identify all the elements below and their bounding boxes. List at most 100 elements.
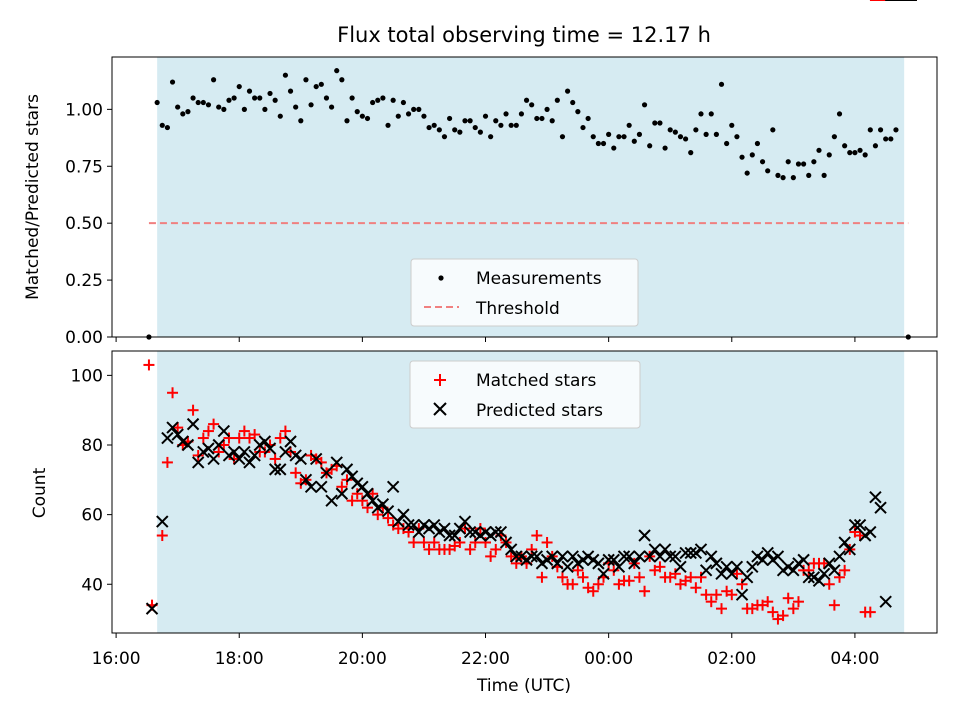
predicted-star-point bbox=[330, 456, 343, 469]
predicted-star-stroke bbox=[402, 518, 415, 532]
predicted-star-point bbox=[248, 449, 261, 462]
measurement-point bbox=[662, 145, 668, 151]
measurement-point bbox=[570, 99, 576, 106]
predicted-star-point bbox=[638, 529, 651, 542]
predicted-star-stroke bbox=[622, 550, 636, 563]
predicted-star-point bbox=[325, 494, 338, 507]
measurement-point bbox=[257, 95, 263, 101]
predicted-star-point bbox=[315, 480, 328, 493]
measurement-point bbox=[154, 99, 160, 106]
bottom-plot-frame bbox=[111, 350, 938, 634]
measurement-point bbox=[795, 161, 802, 167]
measurement-point bbox=[595, 140, 601, 147]
matched-star-point bbox=[238, 425, 250, 437]
measurement-point bbox=[631, 138, 637, 144]
matched-star-point bbox=[428, 536, 440, 548]
predicted-star-stroke bbox=[417, 518, 431, 532]
measurement-point bbox=[190, 95, 196, 101]
predicted-star-point bbox=[699, 564, 713, 577]
top-legend-box bbox=[410, 258, 639, 327]
predicted-star-point bbox=[869, 491, 882, 504]
bottom-x-ticks: 16:00 18:00 20:00 22:00 00:00 02:00 04:00 bbox=[92, 633, 879, 669]
matched-star-point bbox=[192, 449, 204, 461]
measurement-point bbox=[339, 77, 345, 83]
predicted-star-stroke bbox=[469, 525, 482, 539]
measurement-legend-label: Measurements bbox=[476, 269, 602, 289]
predicted-star-stroke bbox=[592, 557, 605, 570]
matched-star-point bbox=[777, 610, 789, 622]
measurement-point bbox=[688, 150, 694, 156]
matched-star-point bbox=[290, 467, 302, 479]
predicted-star-point bbox=[166, 421, 179, 434]
measurement-point bbox=[888, 136, 894, 142]
measurement-point bbox=[205, 102, 212, 108]
predicted-star-stroke bbox=[279, 445, 292, 459]
measurement-point bbox=[287, 88, 294, 94]
measurement-point bbox=[590, 134, 596, 140]
top-y-tick-label: 1.00 bbox=[65, 100, 103, 120]
predicted-star-point bbox=[525, 550, 538, 563]
measurement-point bbox=[421, 113, 427, 119]
predicted-star-point bbox=[823, 557, 836, 570]
bottom-y-tick-label: 60 bbox=[81, 506, 103, 526]
predicted-star-point bbox=[730, 560, 744, 574]
predicted-star-point bbox=[597, 567, 610, 581]
matched-star-point bbox=[469, 536, 481, 548]
matched-star-point bbox=[705, 596, 717, 608]
predicted-star-stroke bbox=[494, 525, 508, 539]
matched-star-point bbox=[480, 536, 492, 548]
predicted-star-stroke bbox=[263, 442, 277, 455]
matched-star-point bbox=[213, 446, 225, 458]
predicted-star-stroke bbox=[438, 522, 451, 535]
predicted-star-point bbox=[181, 438, 195, 452]
predicted-star-stroke bbox=[812, 574, 826, 587]
predicted-star-stroke bbox=[612, 560, 626, 574]
predicted-star-stroke bbox=[597, 567, 610, 581]
predicted-star-point bbox=[735, 588, 749, 601]
top-y-tick-label: 0.00 bbox=[65, 328, 103, 348]
measurement-point bbox=[729, 122, 735, 128]
predicted-star-point bbox=[243, 456, 256, 469]
measurement-point bbox=[657, 120, 663, 126]
measurement-point bbox=[842, 143, 848, 149]
predicted-star-stroke bbox=[453, 522, 467, 535]
x-tick-label: 16:00 bbox=[92, 649, 141, 669]
predicted-star-point bbox=[848, 518, 862, 532]
measurement-point bbox=[395, 113, 401, 119]
measurement-point bbox=[328, 104, 335, 110]
measurement-point bbox=[334, 68, 340, 74]
measurement-point bbox=[262, 106, 268, 112]
bottom-y-tick-label: 100 bbox=[71, 366, 103, 386]
predicted-star-stroke bbox=[407, 518, 420, 532]
measurement-point bbox=[370, 99, 376, 106]
predicted-star-point bbox=[510, 550, 523, 563]
measurement-point bbox=[493, 118, 499, 124]
matched-star-point bbox=[592, 578, 604, 590]
predicted-star-stroke bbox=[397, 508, 410, 521]
predicted-star-point bbox=[674, 560, 687, 574]
measurement-point bbox=[647, 143, 653, 149]
predicted-star-stroke bbox=[145, 602, 159, 615]
matched-star-point bbox=[834, 571, 846, 583]
measurement-point bbox=[877, 127, 884, 133]
matched-star-point bbox=[787, 603, 799, 615]
predicted-star-point bbox=[263, 442, 277, 455]
predicted-star-stroke bbox=[561, 560, 574, 574]
predicted-star-point bbox=[664, 550, 677, 563]
predicted-star-point bbox=[838, 536, 851, 549]
measurement-point bbox=[672, 129, 678, 135]
measurement-point bbox=[606, 131, 612, 137]
predicted-star-point bbox=[628, 557, 641, 570]
measurement-point bbox=[452, 127, 458, 133]
predicted-star-point bbox=[279, 445, 292, 459]
measurement-point bbox=[359, 113, 365, 119]
matched-star-point bbox=[464, 543, 476, 555]
predicted-star-stroke bbox=[176, 435, 190, 448]
matched-star-point bbox=[156, 530, 168, 542]
bottom-panel: 40 60 80 100 16:00 18:00 20:00 22:00 00:00 02:00… bbox=[30, 0, 938, 696]
measurement-point bbox=[698, 111, 704, 117]
measurement-point bbox=[405, 111, 412, 117]
matched-star-point bbox=[587, 585, 599, 597]
predicted-star-stroke bbox=[843, 543, 856, 556]
